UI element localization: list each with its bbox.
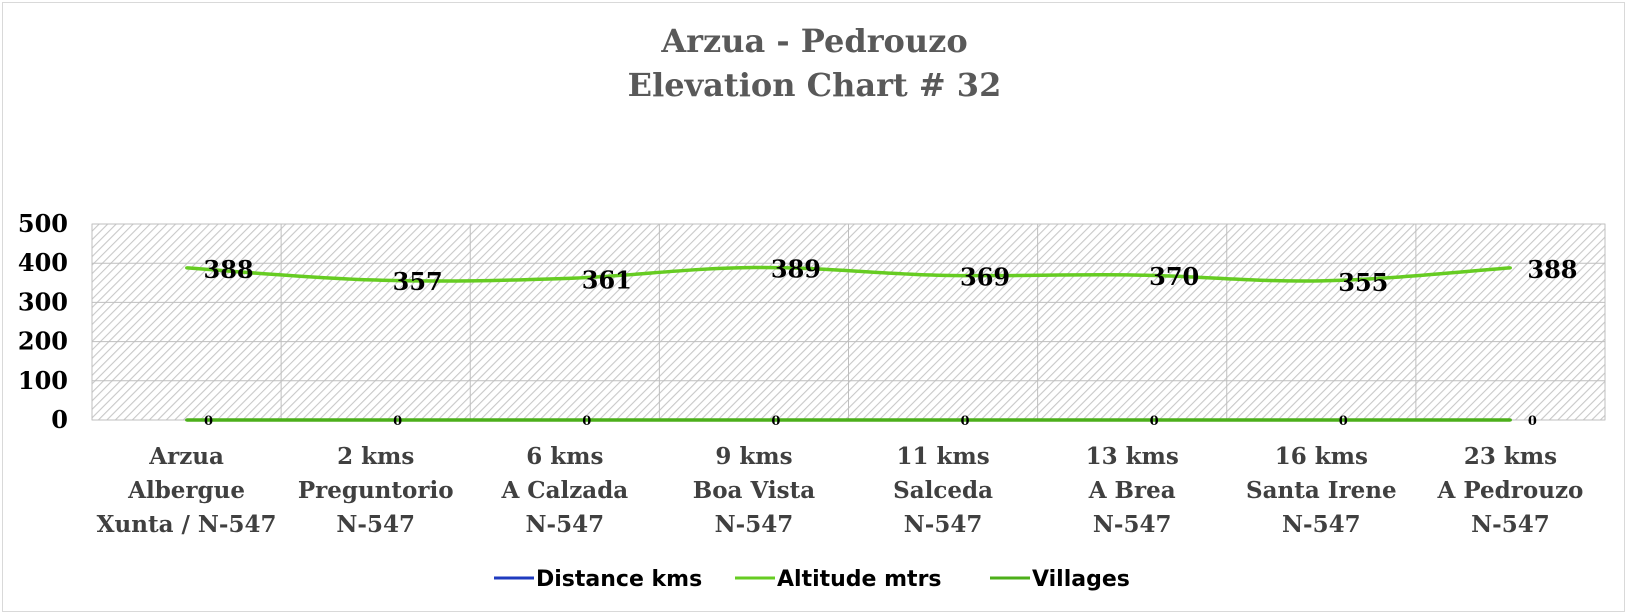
legend-label: Altitude mtrs [777,567,942,592]
x-category-label: N-547 [715,511,794,538]
data-label: 0 [1339,414,1348,429]
data-point [1319,418,1323,422]
data-label: 0 [204,414,213,429]
x-category-label: Santa Irene [1246,477,1397,504]
data-label: 357 [393,267,443,296]
data-point [1508,266,1512,270]
y-tick-label: 400 [18,248,68,277]
data-label: 0 [1528,414,1537,429]
data-point [941,418,945,422]
data-point [1508,418,1512,422]
y-tick-label: 500 [18,209,68,238]
data-label: 0 [393,414,402,429]
x-category-label: Xunta / N-547 [97,511,277,538]
data-point [185,418,189,422]
x-category-label: A Calzada [500,477,628,504]
x-category-label: N-547 [336,511,415,538]
x-category-label: Salceda [893,477,993,504]
data-label: 0 [771,414,780,429]
data-label: 369 [960,262,1010,291]
x-category-label: A Brea [1088,477,1176,504]
x-category-label: N-547 [904,511,983,538]
x-category-label: N-547 [1093,511,1172,538]
data-label: 0 [582,414,591,429]
data-label: 388 [204,255,254,284]
chart-title: Arzua - Pedrouzo [661,22,968,60]
data-label: 0 [961,414,970,429]
data-label: 370 [1149,262,1199,291]
x-category-label: N-547 [526,511,605,538]
x-category-label: 2 kms [337,443,414,470]
data-label: 389 [771,255,821,284]
legend-label: Distance kms [536,567,702,592]
x-category-label: 23 kms [1464,443,1557,470]
x-category-label: Boa Vista [693,477,815,504]
y-tick-label: 0 [51,405,68,434]
x-category-label: 16 kms [1275,443,1368,470]
y-tick-label: 300 [18,287,68,316]
chart-subtitle: Elevation Chart # 32 [627,66,1002,104]
data-label: 388 [1527,255,1577,284]
legend-label: Villages [1032,567,1130,592]
data-label: 0 [1150,414,1159,429]
x-category-label: 11 kms [896,443,989,470]
data-point [941,273,945,277]
series-line-1 [186,265,1511,283]
data-point [374,278,378,282]
y-tick-label: 200 [18,327,68,356]
data-point [374,418,378,422]
x-category-label: A Pedrouzo [1437,477,1584,504]
x-category-label: N-547 [1282,511,1361,538]
x-category-label: Albergue [127,477,245,504]
x-category-label: N-547 [1471,511,1550,538]
data-point [185,266,189,270]
x-category-label: Preguntorio [298,477,454,504]
data-point [752,418,756,422]
data-label: 361 [582,265,632,294]
x-category-label: Arzua [148,443,224,470]
data-point [1319,279,1323,283]
x-category-label: 13 kms [1086,443,1179,470]
data-point [563,418,567,422]
x-category-label: 6 kms [526,443,603,470]
data-point [563,276,567,280]
data-point [1130,418,1134,422]
data-point [752,266,756,270]
data-label: 355 [1338,268,1388,297]
x-category-label: 9 kms [715,443,792,470]
data-point [1130,273,1134,277]
y-tick-label: 100 [18,366,68,395]
